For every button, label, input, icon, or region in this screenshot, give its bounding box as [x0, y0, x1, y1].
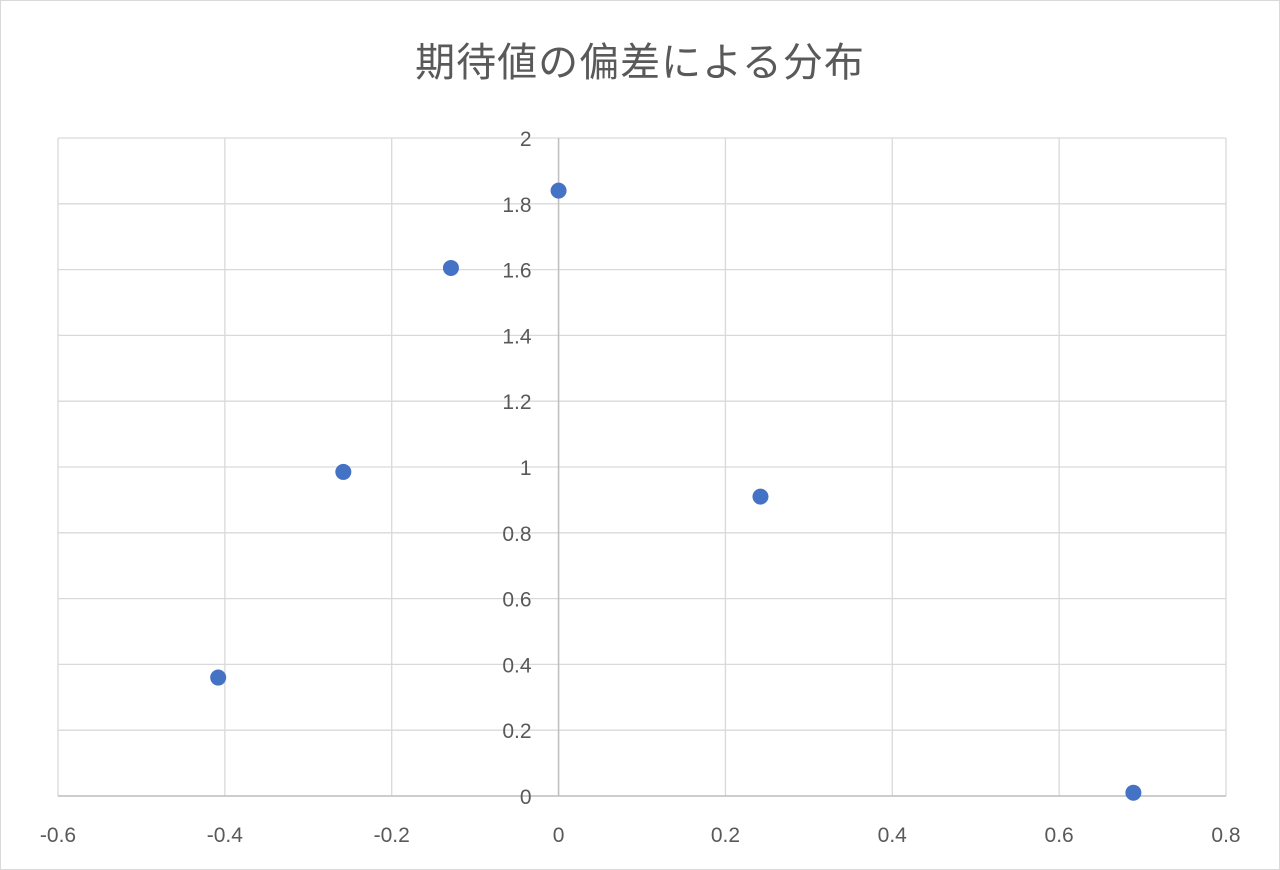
- data-points: [210, 182, 1142, 801]
- x-tick-label: 0.4: [878, 824, 908, 847]
- x-tick-label: 0: [553, 824, 565, 847]
- data-point: [442, 259, 459, 276]
- y-tick-label: 0.2: [502, 720, 531, 743]
- chart-title: 期待値の偏差による分布: [415, 40, 865, 86]
- y-tick-label: 1.6: [502, 260, 531, 283]
- axes: [58, 138, 1226, 797]
- x-tick-label: -0.6: [40, 824, 76, 847]
- data-point: [210, 669, 227, 686]
- y-tick-label: 1.2: [502, 391, 531, 414]
- gridlines: [57, 137, 1227, 797]
- y-tick-label: 2: [520, 128, 532, 151]
- x-tick-label: 0.2: [711, 824, 740, 847]
- x-tick-label: 0.8: [1211, 824, 1240, 847]
- data-point: [550, 182, 567, 199]
- y-tick-label: 1.4: [502, 325, 532, 348]
- y-tick-label: 1.8: [502, 194, 531, 217]
- x-tick-label: -0.4: [207, 824, 244, 847]
- y-tick-label: 0.8: [502, 523, 531, 546]
- y-tick-label: 1: [520, 457, 532, 480]
- data-point: [752, 488, 769, 505]
- y-tick-label: 0: [520, 786, 532, 809]
- data-point: [1125, 784, 1142, 801]
- x-tick-label: 0.6: [1045, 824, 1074, 847]
- x-tick-label: -0.2: [374, 824, 410, 847]
- x-tick-labels: -0.6 -0.4 -0.2 0 0.2 0.4 0.6 0.8: [40, 824, 1241, 847]
- y-tick-label: 0.6: [502, 589, 531, 612]
- data-point: [335, 463, 352, 480]
- y-tick-labels: 0 0.2 0.4 0.6 0.8 1 1.2 1.4 1.6 1.8 2: [502, 128, 532, 809]
- y-tick-label: 0.4: [502, 654, 532, 677]
